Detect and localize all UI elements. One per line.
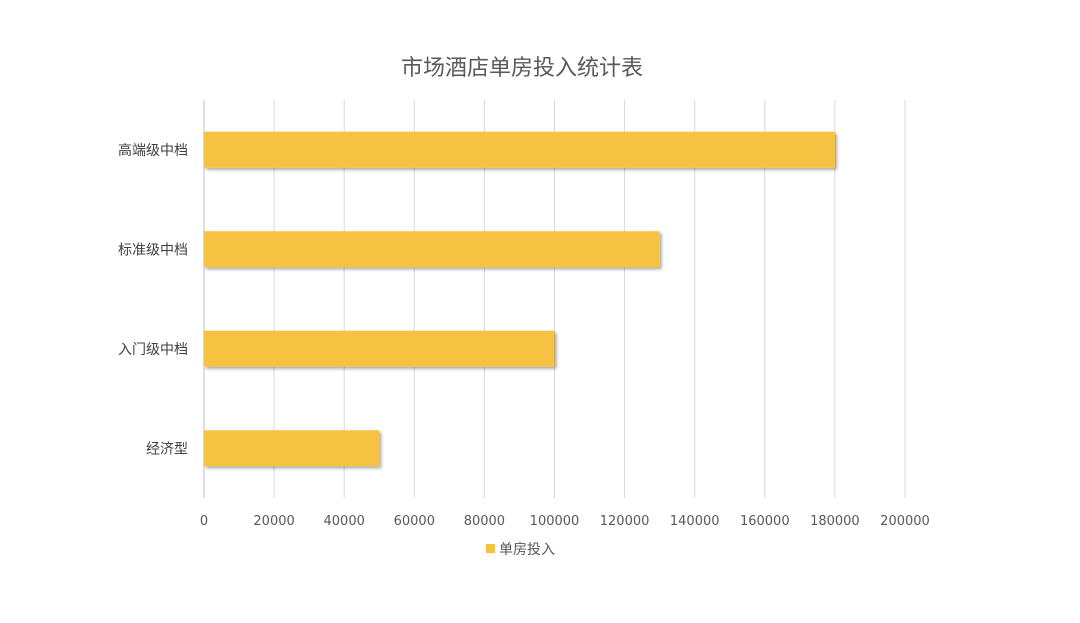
x-tick-label: 100000 [530,514,580,529]
bar [204,430,380,467]
x-tick-label: 120000 [600,514,650,529]
x-tick-label: 0 [200,514,208,529]
x-axis-ticks: 0 20000 40000 60000 80000 100000 120000 140000 1… [200,514,930,529]
legend: 单房投入 [486,542,555,558]
bar [204,330,555,367]
bars [204,131,835,467]
category-label: 入门级中档 [118,342,188,358]
x-tick-label: 180000 [810,514,860,529]
legend-label: 单房投入 [499,542,555,558]
category-label: 高端级中档 [118,142,188,159]
x-tick-label: 200000 [880,514,930,529]
x-tick-label: 140000 [670,514,720,529]
x-tick-label: 80000 [464,514,505,529]
category-label: 经济型 [146,441,188,457]
chart-title: 市场酒店单房投入统计表 [401,56,643,81]
x-tick-label: 160000 [740,514,790,529]
bar [204,131,835,168]
x-tick-label: 60000 [394,514,435,529]
x-tick-label: 20000 [253,514,294,529]
legend-swatch [486,544,495,553]
category-label: 标准级中档 [118,242,188,258]
bar [204,231,660,268]
x-tick-label: 40000 [324,514,365,529]
